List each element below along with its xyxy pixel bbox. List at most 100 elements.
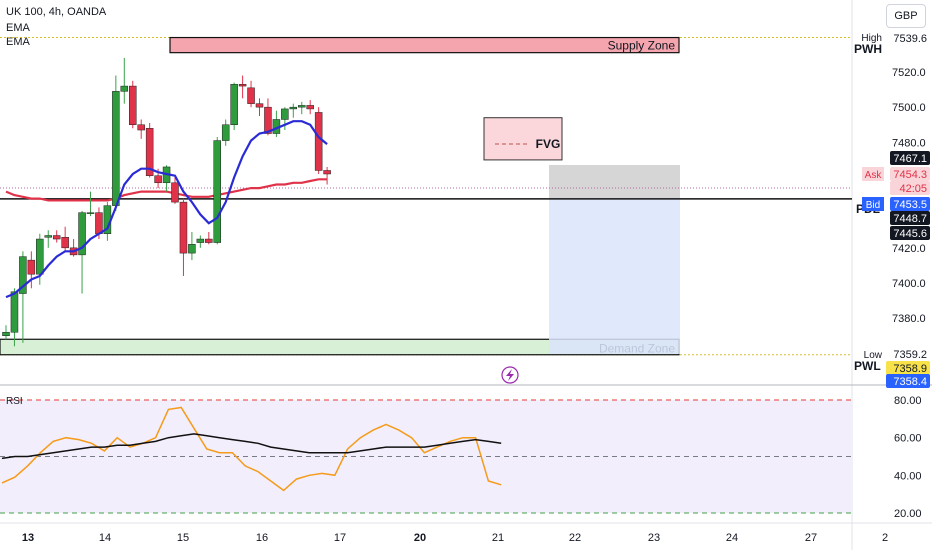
position-stop-area [549,165,680,198]
candle-body [27,259,36,275]
candle-body [19,256,27,294]
candle-body [44,235,52,238]
fvg-box [483,117,563,161]
x-tick-label: 13 [22,532,34,544]
candle-body [221,124,230,141]
candle-body [264,106,272,134]
x-tick-label: 14 [99,532,111,544]
price-tag-7467: 7467.1 [893,153,927,165]
rsi-tick-label: 80.00 [894,395,922,407]
ema-indicator-2[interactable]: EMA [6,36,30,48]
candle-body [154,175,162,184]
ask-label: Ask [865,170,883,181]
price-tag-7358-4: 7358.4 [893,376,927,388]
candle-body [95,212,103,235]
x-tick-label: 20 [414,532,426,544]
x-tick-label: 23 [648,532,660,544]
low-label: Low [864,350,883,361]
x-tick-label: 2 [882,532,888,544]
x-tick-label: 16 [256,532,268,544]
supply-zone [169,36,680,54]
supply-zone-label: Supply Zone [608,39,676,53]
y-tick-label: 7480.0 [892,137,926,149]
low-price-label: 7359.2 [893,349,927,361]
price-tag-7358-9-bg [886,361,930,375]
rsi-line [1,406,502,492]
price-tag-7448-bg [890,211,930,225]
candle-body [213,140,221,243]
x-tick-label: 27 [805,532,817,544]
candle-body [230,84,238,125]
candle-body [196,238,205,243]
price-tag-7467-bg [890,151,930,165]
lightning-glyph [506,369,514,381]
candle-body [323,170,331,175]
candle-body [78,212,86,256]
bid-price-tag: 7453.5 [893,199,927,211]
candle-body [289,106,298,110]
bid-label: Bid [866,200,880,211]
candle-body [298,105,306,108]
candle-body [255,103,264,108]
ema-fast-line [5,120,328,299]
pwl-label: PWL [854,359,881,373]
x-tick-label: 22 [569,532,581,544]
candle-body [10,291,19,333]
ema-slow-line [5,178,328,202]
bid-label-bg [862,197,884,211]
y-tick-label: 7400.0 [892,278,926,290]
low-price-label-bg [886,347,930,361]
high-label: High [861,33,882,44]
candle-body [306,105,314,110]
ema-indicator-1[interactable]: EMA [6,22,30,34]
y-tick-label: 7420.0 [892,243,926,255]
countdown-tag-bg [890,181,930,195]
rsi-tick-label: 20.00 [894,508,922,520]
pwh-label: PWH [854,42,882,56]
candle-body [179,201,188,254]
x-tick-label: 17 [334,532,346,544]
candle-body [86,212,95,214]
price-tag-7445-bg [890,226,930,240]
candle-body [61,237,69,249]
bid-price-tag-bg [890,197,930,211]
candle-body [2,331,10,337]
y-tick-label: 7520.0 [892,67,926,79]
ask-label-bg [862,167,884,181]
symbol-title: UK 100, 4h, OANDA [6,6,107,18]
x-tick-label: 15 [177,532,189,544]
position-target-area [549,198,680,354]
candle-body [171,182,179,203]
candle-body [247,87,255,104]
candle-body [281,108,289,120]
price-tag-7358-9: 7358.9 [893,363,927,375]
currency-button[interactable]: GBP [886,4,926,28]
price-tag-7445: 7445.6 [893,228,927,240]
candle-body [120,85,129,92]
candle-body [52,235,61,240]
rsi-ma-line [1,433,502,460]
candle-body [314,112,323,171]
candle-body [137,124,145,131]
candle-body [238,84,247,87]
candle-body [145,128,154,176]
candle-body [188,244,196,254]
high-price-label-bg [886,31,930,45]
candle-body [36,238,44,275]
countdown-tag: 42:05 [899,183,927,195]
rsi-tick-label: 40.00 [894,470,922,482]
candle-body [112,91,120,206]
y-tick-label: 7500.0 [892,102,926,114]
rsi-label: RSI [6,396,23,407]
x-tick-label: 24 [726,532,738,544]
x-tick-label: 21 [492,532,504,544]
ask-price-tag: 7454.3 [893,169,927,181]
y-tick-label: 7380.0 [892,313,926,325]
candle-body [205,238,213,243]
candle-body [129,85,137,125]
high-price-label: 7539.6 [893,33,927,45]
rsi-tick-label: 60.00 [894,433,922,445]
fvg-label: FVG [536,137,561,151]
ask-price-tag-bg [890,167,930,181]
